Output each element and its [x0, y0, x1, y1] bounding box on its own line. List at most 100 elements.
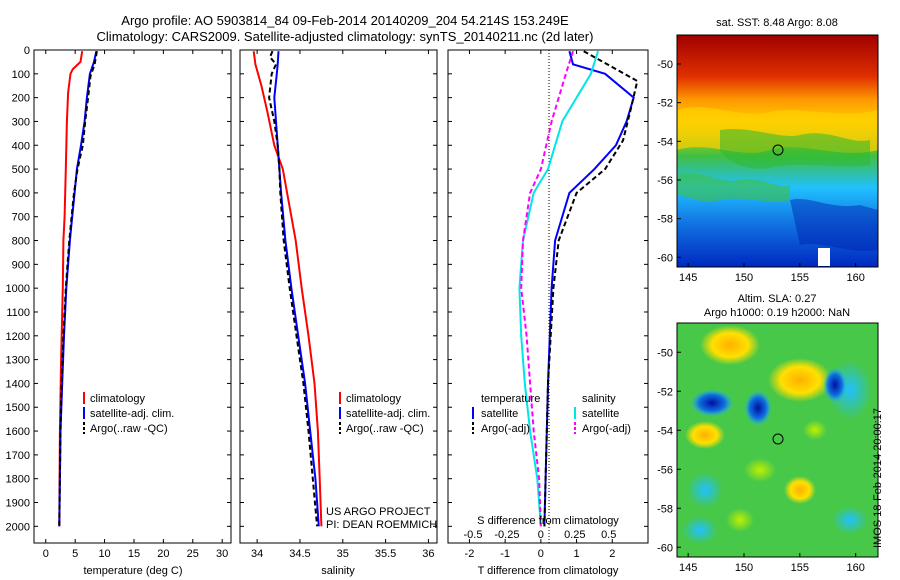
y-tick-label: 1400	[6, 378, 30, 390]
map-y-tick-label: -54	[657, 136, 673, 148]
footer-project: US ARGO PROJECT	[326, 506, 431, 518]
difference-legend: temperature satellite Argo(-adj) salinit…	[472, 393, 631, 435]
map-x-tick-label: 145	[679, 272, 697, 284]
legend-temp-satellite: satellite	[481, 408, 518, 420]
legend-sal-argo: Argo(-adj)	[582, 423, 631, 435]
x-tick-label: 34.5	[289, 548, 310, 560]
legend-satellite-adj: satellite-adj. clim.	[346, 408, 430, 420]
difference-panel: -2 -1 0 1 2 S difference from climatology -0…	[447, 49, 649, 577]
series-argo-raw-qc-	[268, 50, 319, 527]
figure-title-line1: Argo profile: AO 5903814_84 09-Feb-2014 …	[121, 13, 569, 28]
series-climatology	[58, 51, 84, 527]
map-x-tick-label: 150	[735, 272, 753, 284]
sst-map-title: sat. SST: 8.48 Argo: 8.08	[716, 17, 838, 29]
map-y-tick-label: -58	[657, 214, 673, 226]
series-climatology	[252, 51, 323, 527]
y-tick-label: 800	[12, 236, 30, 248]
s-tick-label: -0.25	[494, 529, 519, 541]
sla-argo-marker	[772, 433, 784, 445]
x-tick-label: 0	[43, 548, 49, 560]
y-tick-label: 200	[12, 93, 30, 105]
map-y-tick-label: -52	[657, 98, 673, 110]
legend-temperature-heading: temperature	[481, 393, 540, 405]
sla-map-subtitle: Argo h1000: 0.19 h2000: NaN	[704, 307, 850, 319]
salinity-legend: climatology satellite-adj. clim. Argo(..…	[339, 392, 430, 435]
map-y-tick-label: -58	[657, 503, 673, 515]
x-tick-label: -1	[500, 548, 510, 560]
legend-salinity-heading: salinity	[582, 393, 616, 405]
sst-argo-marker	[772, 144, 784, 156]
y-tick-label: 1600	[6, 426, 30, 438]
x-tick-label: 35	[337, 548, 349, 560]
y-tick-label: 1900	[6, 498, 30, 510]
s-difference-label: S difference from climatology	[477, 515, 619, 527]
y-tick-label: 100	[12, 69, 30, 81]
s-tick-label: 0.25	[564, 529, 585, 541]
y-tick-label: 0	[24, 45, 30, 57]
legend-climatology: climatology	[90, 393, 146, 405]
temperature-axis-label: temperature (deg C)	[83, 565, 182, 577]
map-y-tick-label: -60	[657, 252, 673, 264]
legend-argo: Argo(..raw -QC)	[90, 423, 168, 435]
y-tick-label: 1300	[6, 355, 30, 367]
y-tick-label: 400	[12, 140, 30, 152]
legend-argo: Argo(..raw -QC)	[346, 423, 424, 435]
temperature-legend: climatology satellite-adj. clim. Argo(..…	[83, 392, 174, 435]
y-tick-label: 700	[12, 212, 30, 224]
x-tick-label: 0	[538, 548, 544, 560]
series-satellite-adj-clim-	[58, 50, 98, 527]
y-tick-label: 300	[12, 116, 30, 128]
x-tick-label: 30	[216, 548, 228, 560]
y-tick-label: 500	[12, 164, 30, 176]
sla-field	[676, 322, 879, 558]
x-tick-label: 34	[251, 548, 263, 560]
sla-map: Altim. SLA: 0.27 Argo h1000: 0.19 h2000:…	[657, 293, 879, 574]
y-tick-label: 1200	[6, 331, 30, 343]
legend-sal-satellite: satellite	[582, 408, 619, 420]
x-tick-label: 25	[187, 548, 199, 560]
salinity-panel: 34 34.5 35 35.5 36 salinity climatology sate…	[239, 49, 438, 577]
map-y-tick-label: -52	[657, 386, 673, 398]
map-y-tick-label: -54	[657, 425, 673, 437]
x-tick-label: 15	[128, 548, 140, 560]
series-salinity-argo-adj-	[520, 50, 574, 527]
sst-map: sat. SST: 8.48 Argo: 8.08 145 150 155 160 -5…	[657, 17, 879, 284]
s-tick-label: 0	[538, 529, 544, 541]
salinity-axis-label: salinity	[321, 565, 355, 577]
map-x-tick-label: 150	[735, 562, 753, 574]
y-tick-label: 1000	[6, 283, 30, 295]
map-y-tick-label: -60	[657, 542, 673, 554]
x-tick-label: 36	[422, 548, 434, 560]
map-x-tick-label: 145	[679, 562, 697, 574]
map-x-tick-label: 160	[846, 562, 864, 574]
x-tick-label: 35.5	[375, 548, 396, 560]
y-tick-label: 1700	[6, 450, 30, 462]
y-tick-label: 1500	[6, 402, 30, 414]
x-tick-label: 1	[574, 548, 580, 560]
series-argo-raw-qc-	[58, 51, 98, 527]
map-y-tick-label: -56	[657, 175, 673, 187]
map-x-tick-label: 155	[791, 562, 809, 574]
s-tick-label: 0.5	[601, 529, 616, 541]
timestamp-label: IMOS 18-Feb-2014 20:00:17	[872, 407, 884, 548]
y-tick-label: 1800	[6, 474, 30, 486]
s-tick-label: -0.5	[464, 529, 483, 541]
map-x-tick-label: 160	[846, 272, 864, 284]
sst-field	[676, 34, 879, 268]
map-y-tick-label: -50	[657, 59, 673, 71]
map-y-tick-label: -50	[657, 347, 673, 359]
temperature-panel: 0 5 10 15 20 25 300100200300400500600700800900…	[6, 45, 232, 577]
map-x-tick-label: 155	[791, 272, 809, 284]
figure-title-line2: Climatology: CARS2009. Satellite-adjuste…	[97, 29, 594, 44]
y-tick-label: 900	[12, 259, 30, 271]
map-y-tick-label: -56	[657, 464, 673, 476]
x-tick-label: -2	[465, 548, 475, 560]
x-tick-label: 5	[72, 548, 78, 560]
legend-satellite-adj: satellite-adj. clim.	[90, 408, 174, 420]
footer-pi: PI: DEAN ROEMMICH	[326, 519, 437, 531]
sla-map-title: Altim. SLA: 0.27	[738, 293, 817, 305]
t-difference-label: T difference from climatology	[478, 565, 619, 577]
x-tick-label: 10	[98, 548, 110, 560]
x-tick-label: 20	[157, 548, 169, 560]
